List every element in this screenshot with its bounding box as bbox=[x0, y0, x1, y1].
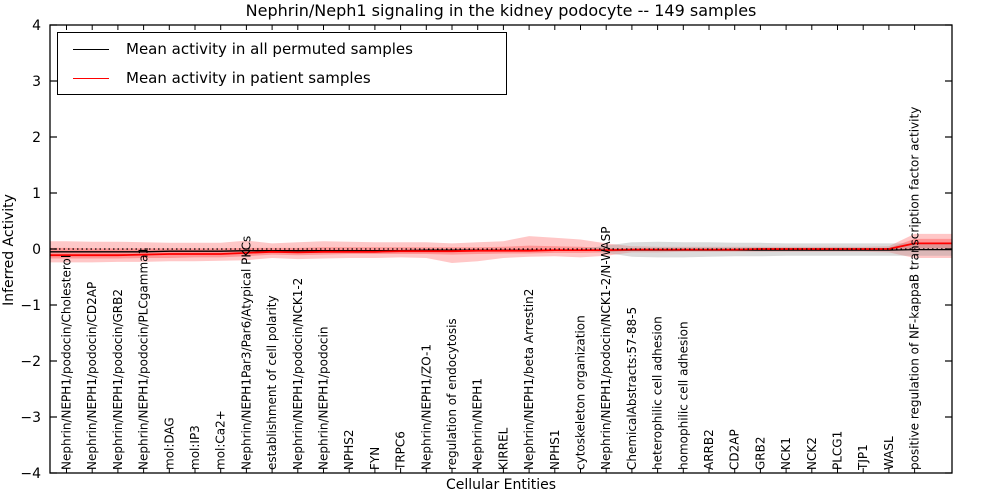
legend-entry-patient: Mean activity in patient samples bbox=[58, 65, 506, 91]
x-tick-label: NCK1 bbox=[779, 437, 793, 470]
x-tick-label: NPHS1 bbox=[548, 430, 562, 471]
x-tick-label: Nephrin/NEPH1/podocin/PLCgamma1 bbox=[137, 247, 151, 470]
y-tick-label: 0 bbox=[32, 242, 41, 258]
x-tick-label: Nephrin/NEPH1/podocin/CD2AP bbox=[85, 282, 99, 470]
x-tick-label: Nephrin/NEPH1/podocin/NCK1-2 bbox=[291, 278, 305, 470]
y-tick-label: −3 bbox=[20, 410, 41, 426]
x-tick-label: positive regulation of NF-kappaB transcr… bbox=[908, 107, 922, 470]
legend-label: Mean activity in patient samples bbox=[126, 69, 371, 87]
legend-entry-permuted: Mean activity in all permuted samples bbox=[58, 36, 506, 62]
x-tick-label: Nephrin/NEPH1/podocin bbox=[317, 327, 331, 470]
patient-mean-line bbox=[50, 242, 952, 257]
y-tick-label: −2 bbox=[20, 354, 41, 370]
x-tick-label: NCK2 bbox=[805, 437, 819, 470]
x-tick-label: TJP1 bbox=[856, 444, 870, 471]
y-tick-label: −1 bbox=[20, 298, 41, 314]
x-tick-label: Nephrin/NEPH1Par3/Par6/Atypical PKCs bbox=[239, 236, 253, 470]
x-tick-label: mol:Ca2+ bbox=[214, 410, 228, 470]
x-tick-label: Nephrin/NEPH1 bbox=[471, 378, 485, 470]
x-tick-label: KIRREL bbox=[496, 427, 510, 470]
x-tick-label: PLCG1 bbox=[831, 431, 845, 470]
x-tick-label: Nephrin/NEPH1/podocin/NCK1-2/N-WASP bbox=[599, 227, 613, 470]
x-tick-label: ARRB2 bbox=[702, 429, 716, 470]
x-tick-label: mol:DAG bbox=[162, 417, 176, 470]
permuted-line-swatch bbox=[73, 48, 109, 50]
y-tick-label: 4 bbox=[32, 18, 41, 34]
x-tick-label: Nephrin/NEPH1/beta Arrestin2 bbox=[522, 289, 536, 470]
x-tick-label: heterophilic cell adhesion bbox=[651, 316, 665, 470]
x-tick-label: mol:IP3 bbox=[188, 425, 202, 470]
y-tick-label: −4 bbox=[20, 466, 41, 482]
patient-line-swatch bbox=[73, 77, 109, 79]
x-tick-label: Nephrin/NEPH1/podocin/GRB2 bbox=[111, 289, 125, 470]
y-tick-label: 2 bbox=[32, 130, 41, 146]
y-tick-label: 1 bbox=[32, 186, 41, 202]
y-tick-label: 3 bbox=[32, 74, 41, 90]
x-tick-label: WASL bbox=[882, 436, 896, 470]
legend: Mean activity in all permuted samples Me… bbox=[57, 32, 507, 95]
legend-label: Mean activity in all permuted samples bbox=[126, 40, 413, 58]
x-tick-label: ChemicalAbstracts:57-88-5 bbox=[625, 307, 639, 470]
x-tick-label: Nephrin/NEPH1/podocin/Cholesterol bbox=[60, 255, 74, 470]
x-tick-label: TRPC6 bbox=[394, 431, 408, 471]
x-axis-label: Cellular Entities bbox=[445, 477, 557, 493]
x-tick-label: homophilic cell adhesion bbox=[676, 321, 690, 470]
x-tick-label: NPHS2 bbox=[342, 430, 356, 471]
x-tick-label: regulation of endocytosis bbox=[445, 318, 459, 470]
x-tick-label: GRB2 bbox=[753, 436, 767, 470]
x-tick-label: cytoskeleton organization bbox=[574, 315, 588, 470]
x-tick-label: Nephrin/NEPH1/ZO-1 bbox=[419, 344, 433, 470]
chart-title: Nephrin/Neph1 signaling in the kidney po… bbox=[245, 1, 757, 20]
x-tick-label: CD2AP bbox=[728, 429, 742, 470]
x-tick-label: FYN bbox=[368, 447, 382, 470]
x-tick-label: establishment of cell polarity bbox=[265, 295, 279, 470]
